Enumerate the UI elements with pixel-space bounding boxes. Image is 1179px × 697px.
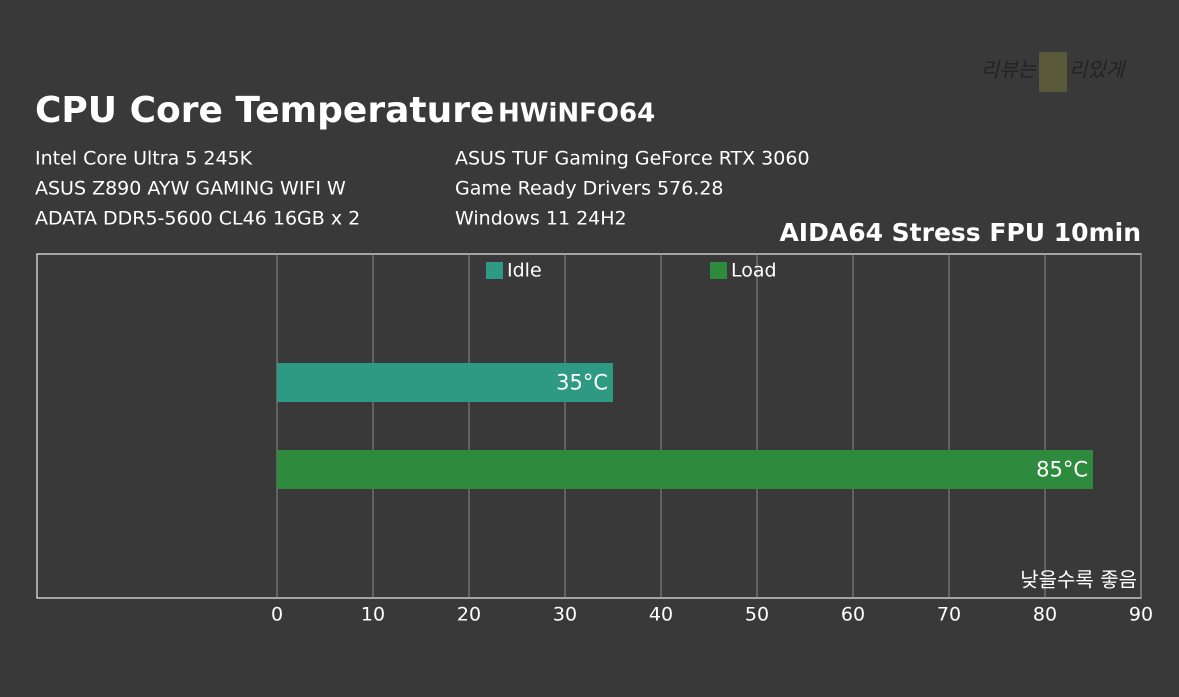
x-tick-label: 60 [841, 604, 865, 626]
bar [277, 450, 1093, 489]
x-tick-label: 50 [745, 604, 769, 626]
x-tick-label: 0 [271, 604, 283, 626]
spec-line: ADATA DDR5-5600 CL46 16GB x 2 [35, 208, 360, 230]
spec-line: Windows 11 24H2 [455, 208, 627, 230]
bar [277, 363, 613, 402]
spec-line: ASUS TUF Gaming GeForce RTX 3060 [455, 148, 810, 170]
chart-subtitle: HWiNFO64 [498, 99, 655, 129]
note: 낮을수록 좋음 [1020, 568, 1137, 592]
x-tick-label: 70 [937, 604, 961, 626]
x-tick-label: 40 [649, 604, 673, 626]
legend-swatch [486, 262, 503, 279]
chart-title: CPU Core Temperature [35, 90, 494, 131]
watermark: 리뷰는 [981, 58, 1038, 82]
spec-line: Intel Core Ultra 5 245K [35, 148, 253, 170]
x-tick-label: 30 [553, 604, 577, 626]
watermark: 리있게 [1069, 58, 1127, 82]
watermark-icon [1039, 52, 1067, 92]
x-tick-label: 80 [1033, 604, 1057, 626]
spec-line: Game Ready Drivers 576.28 [455, 178, 724, 200]
legend-label: Load [731, 260, 777, 282]
value-label: 85°C [1036, 458, 1088, 482]
value-label: 35°C [556, 371, 608, 395]
legend-swatch [710, 262, 727, 279]
test-label: AIDA64 Stress FPU 10min [779, 218, 1141, 247]
x-tick-label: 20 [457, 604, 481, 626]
x-tick-label: 10 [361, 604, 385, 626]
legend-label: Idle [507, 260, 542, 282]
spec-line: ASUS Z890 AYW GAMING WIFI W [35, 178, 346, 200]
x-tick-label: 90 [1129, 604, 1153, 626]
